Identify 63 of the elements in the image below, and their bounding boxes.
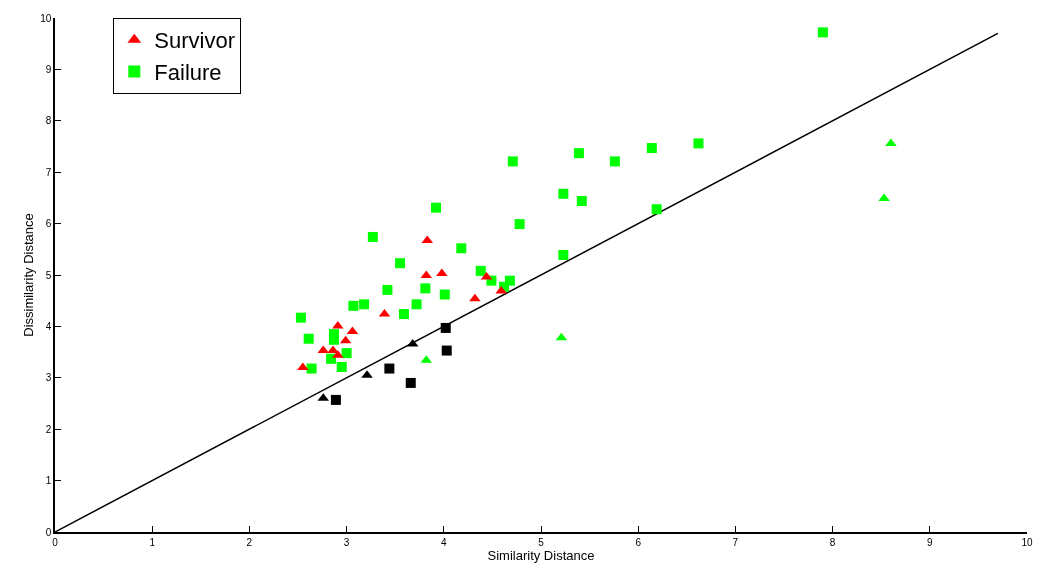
x-tick-label: 2	[246, 536, 253, 548]
legend-label: Failure	[154, 59, 222, 85]
point	[609, 156, 620, 167]
point	[573, 148, 584, 159]
point	[420, 283, 431, 294]
x-tick-label: 10	[1021, 536, 1033, 548]
x-tick-label: 4	[441, 536, 448, 548]
point	[817, 27, 828, 38]
y-axis-title: Dissimilarity Distance	[20, 213, 36, 337]
point	[336, 362, 347, 373]
point	[475, 265, 486, 276]
y-tick-label: 5	[45, 269, 52, 281]
point	[367, 231, 378, 242]
point	[348, 300, 359, 311]
point	[328, 334, 339, 345]
point	[382, 284, 393, 295]
point	[431, 202, 442, 213]
point	[330, 394, 341, 405]
x-tick-label: 1	[149, 536, 156, 548]
point	[384, 363, 395, 374]
point	[395, 258, 406, 269]
point	[469, 293, 481, 302]
point	[411, 299, 422, 310]
point	[297, 362, 309, 371]
point	[405, 377, 416, 388]
y-tick-label: 6	[45, 218, 52, 230]
point	[441, 345, 452, 356]
y-tick-label: 3	[45, 372, 52, 384]
x-tick-label: 5	[538, 536, 545, 548]
point	[439, 289, 450, 300]
y-tick-label: 1	[45, 475, 52, 487]
y-tick-label: 10	[40, 12, 52, 24]
point	[327, 345, 339, 354]
point	[306, 363, 317, 374]
point	[651, 204, 662, 215]
y-tick-label: 8	[45, 115, 52, 127]
point	[456, 243, 467, 254]
point	[514, 219, 525, 230]
point	[359, 299, 370, 310]
point	[576, 195, 587, 206]
x-axis-title: Similarity Distance	[487, 547, 595, 563]
y-tick-label: 0	[45, 526, 52, 538]
x-tick-label: 9	[927, 536, 934, 548]
point	[440, 322, 451, 333]
point	[326, 353, 337, 364]
y-tick-label: 2	[45, 423, 52, 435]
point	[341, 348, 352, 359]
x-tick-label: 3	[343, 536, 350, 548]
point	[646, 143, 657, 154]
y-tick-label: 9	[45, 63, 52, 75]
point	[398, 309, 409, 320]
point	[507, 156, 518, 167]
point	[303, 333, 314, 344]
y-tick-label: 4	[45, 320, 52, 332]
point	[558, 249, 569, 260]
y-tick-label: 7	[45, 166, 52, 178]
x-tick-label: 8	[829, 536, 836, 548]
point	[295, 312, 306, 323]
point	[558, 188, 569, 199]
x-tick-label: 6	[635, 536, 642, 548]
point	[693, 138, 704, 149]
x-tick-label: 7	[732, 536, 739, 548]
legend-label: Survivor	[154, 28, 236, 54]
